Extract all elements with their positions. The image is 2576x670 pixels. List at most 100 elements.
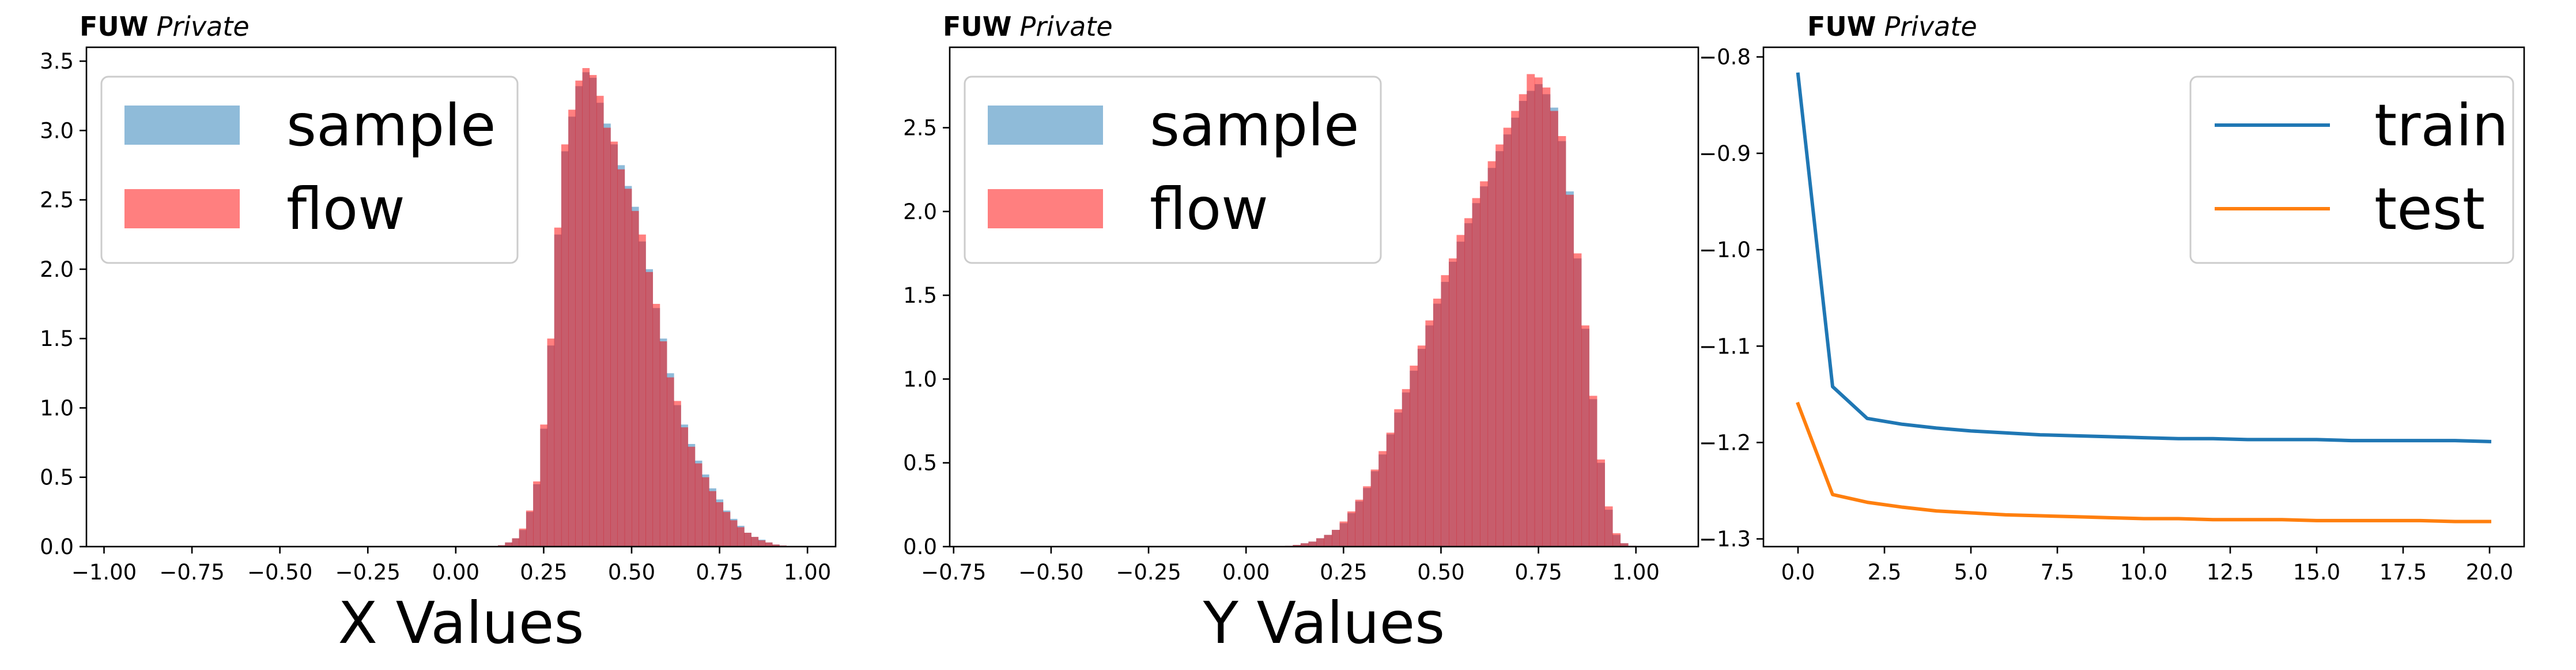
y-tick-label: −1.1: [1699, 334, 1751, 359]
y-tick-label: 0.0: [903, 535, 937, 559]
histogram-bar: [730, 520, 738, 547]
chart-panel-3: FUW Private 0.0 2.5 5.0 7.5 10.0 12.5 15.0 17.5 20…: [1699, 11, 2525, 585]
y-tick-label: −1.2: [1699, 430, 1751, 455]
histogram-bar: [1378, 451, 1387, 547]
legend: sample flow: [964, 76, 1382, 264]
histogram-bar: [1402, 389, 1410, 547]
histogram-bar: [1604, 506, 1613, 547]
series-line-test: [1796, 401, 2491, 524]
histogram-bar: [632, 210, 639, 547]
y-axis: 0.0 0.5 1.0 1.5 2.0 2.5: [903, 115, 950, 559]
x-tick-label: 0.25: [1320, 560, 1367, 585]
histogram-bar: [659, 341, 667, 547]
panel-tag: FUW Private: [1807, 11, 1977, 42]
histogram-bar: [1542, 87, 1551, 547]
chart-panel-2: FUW Private −0.75 −0.50 −0.25 0.00 0.25 0.50 0.7…: [903, 11, 1699, 657]
histogram-bar: [709, 491, 716, 547]
x-tick-label: 0.50: [1417, 560, 1464, 585]
histogram-bar: [1495, 144, 1504, 547]
legend: train test: [2189, 76, 2514, 264]
y-tick-label: −0.8: [1699, 45, 1751, 70]
histogram-bar: [540, 424, 547, 547]
histogram-bar: [568, 110, 576, 547]
histogram-bar: [1550, 111, 1558, 547]
y-tick-label: −0.9: [1699, 141, 1751, 166]
y-tick-label: 2.5: [903, 115, 937, 140]
series-flow-bars: [1285, 74, 1637, 547]
y-tick-label: −1.0: [1699, 238, 1751, 262]
histogram-bar: [716, 502, 724, 547]
x-tick-label: 1.00: [784, 560, 831, 585]
histogram-bar: [505, 542, 512, 547]
legend-swatch: [988, 189, 1103, 228]
legend: sample flow: [100, 76, 519, 264]
x-tick-label: −0.75: [159, 560, 224, 585]
histogram-bar: [1487, 161, 1496, 547]
histogram-bar: [1324, 535, 1332, 547]
histogram-bar: [702, 477, 709, 547]
panel-tag-bold: FUW: [1807, 11, 1876, 42]
y-tick-label: 2.0: [40, 257, 74, 282]
histogram-bar: [1565, 194, 1574, 547]
x-tick-label: −0.50: [1018, 560, 1083, 585]
y-tick-label: 0.5: [40, 465, 74, 490]
panel-tag-italic: Private: [1884, 11, 1977, 42]
histogram-bar: [1355, 499, 1363, 547]
x-tick-label: −0.25: [335, 560, 401, 585]
panel-tag-italic: Private: [1020, 11, 1113, 42]
histogram-bar: [596, 96, 604, 547]
panel-tag-bold: FUW: [80, 11, 149, 42]
x-tick-label: 1.00: [1612, 560, 1660, 585]
histogram-bar: [589, 75, 597, 547]
y-tick-label: 1.0: [903, 367, 937, 392]
histogram-bar: [1612, 533, 1621, 547]
histogram-bar: [688, 446, 696, 547]
y-axis: 0.0 0.5 1.0 1.5 2.0 2.5 3.0 3.5: [40, 49, 86, 559]
x-tick-label: 2.5: [1868, 560, 1902, 585]
panel-tag-bold: FUW: [943, 11, 1012, 42]
axes-frame: [85, 46, 837, 548]
histogram-bar: [758, 540, 766, 547]
x-tick-label: 0.25: [520, 560, 567, 585]
x-tick-label: −0.75: [921, 560, 986, 585]
histogram-bar: [681, 427, 689, 547]
histogram-bar: [526, 510, 534, 547]
histogram-bar: [1456, 235, 1465, 547]
x-axis: −1.00 −0.75 −0.50 −0.25 0.00 0.25 0.50 0.75 1.00: [71, 547, 831, 585]
histogram-bar: [603, 127, 611, 547]
y-tick-label: −1.3: [1699, 527, 1751, 552]
histogram-bar: [667, 377, 674, 547]
histogram-bar: [1620, 543, 1629, 547]
y-tick-label: 1.5: [40, 326, 74, 351]
histogram-bar: [1534, 77, 1543, 547]
legend-label: flow: [1150, 175, 1268, 243]
legend-label: test: [2374, 175, 2485, 243]
y-tick-label: 3.0: [40, 118, 74, 143]
histogram-bar: [1339, 521, 1348, 547]
legend-swatch: [124, 189, 240, 228]
legend-label: train: [2374, 92, 2509, 159]
y-tick-label: 0.5: [903, 451, 937, 476]
x-tick-label: 10.0: [2120, 560, 2167, 585]
histogram-bar: [744, 532, 751, 547]
y-tick-label: 3.5: [40, 49, 74, 74]
x-axis: −0.75 −0.50 −0.25 0.00 0.25 0.50 0.75 1.00: [921, 547, 1660, 585]
histogram-bar: [1386, 432, 1395, 547]
histogram-bar: [639, 234, 646, 547]
y-tick-label: 2.5: [40, 188, 74, 213]
x-tick-label: 0.00: [1222, 560, 1270, 585]
x-tick-label: −1.00: [71, 560, 137, 585]
histogram-bar: [1558, 136, 1566, 547]
x-tick-label: 0.75: [696, 560, 743, 585]
legend-label: sample: [286, 92, 496, 159]
series-line-train: [1796, 72, 2492, 443]
y-tick-label: 1.5: [903, 283, 937, 308]
chart-panel-1: FUW Private −1.00 −0.75 −0.50 −0.25 0.00 0.25 0.…: [40, 11, 837, 657]
series-flow-bars: [498, 68, 794, 547]
histogram-bar: [554, 227, 562, 547]
legend-label: sample: [1150, 92, 1359, 159]
histogram-bar: [1316, 538, 1324, 547]
panel-tag-italic: Private: [157, 11, 250, 42]
histogram-bar: [765, 542, 773, 547]
